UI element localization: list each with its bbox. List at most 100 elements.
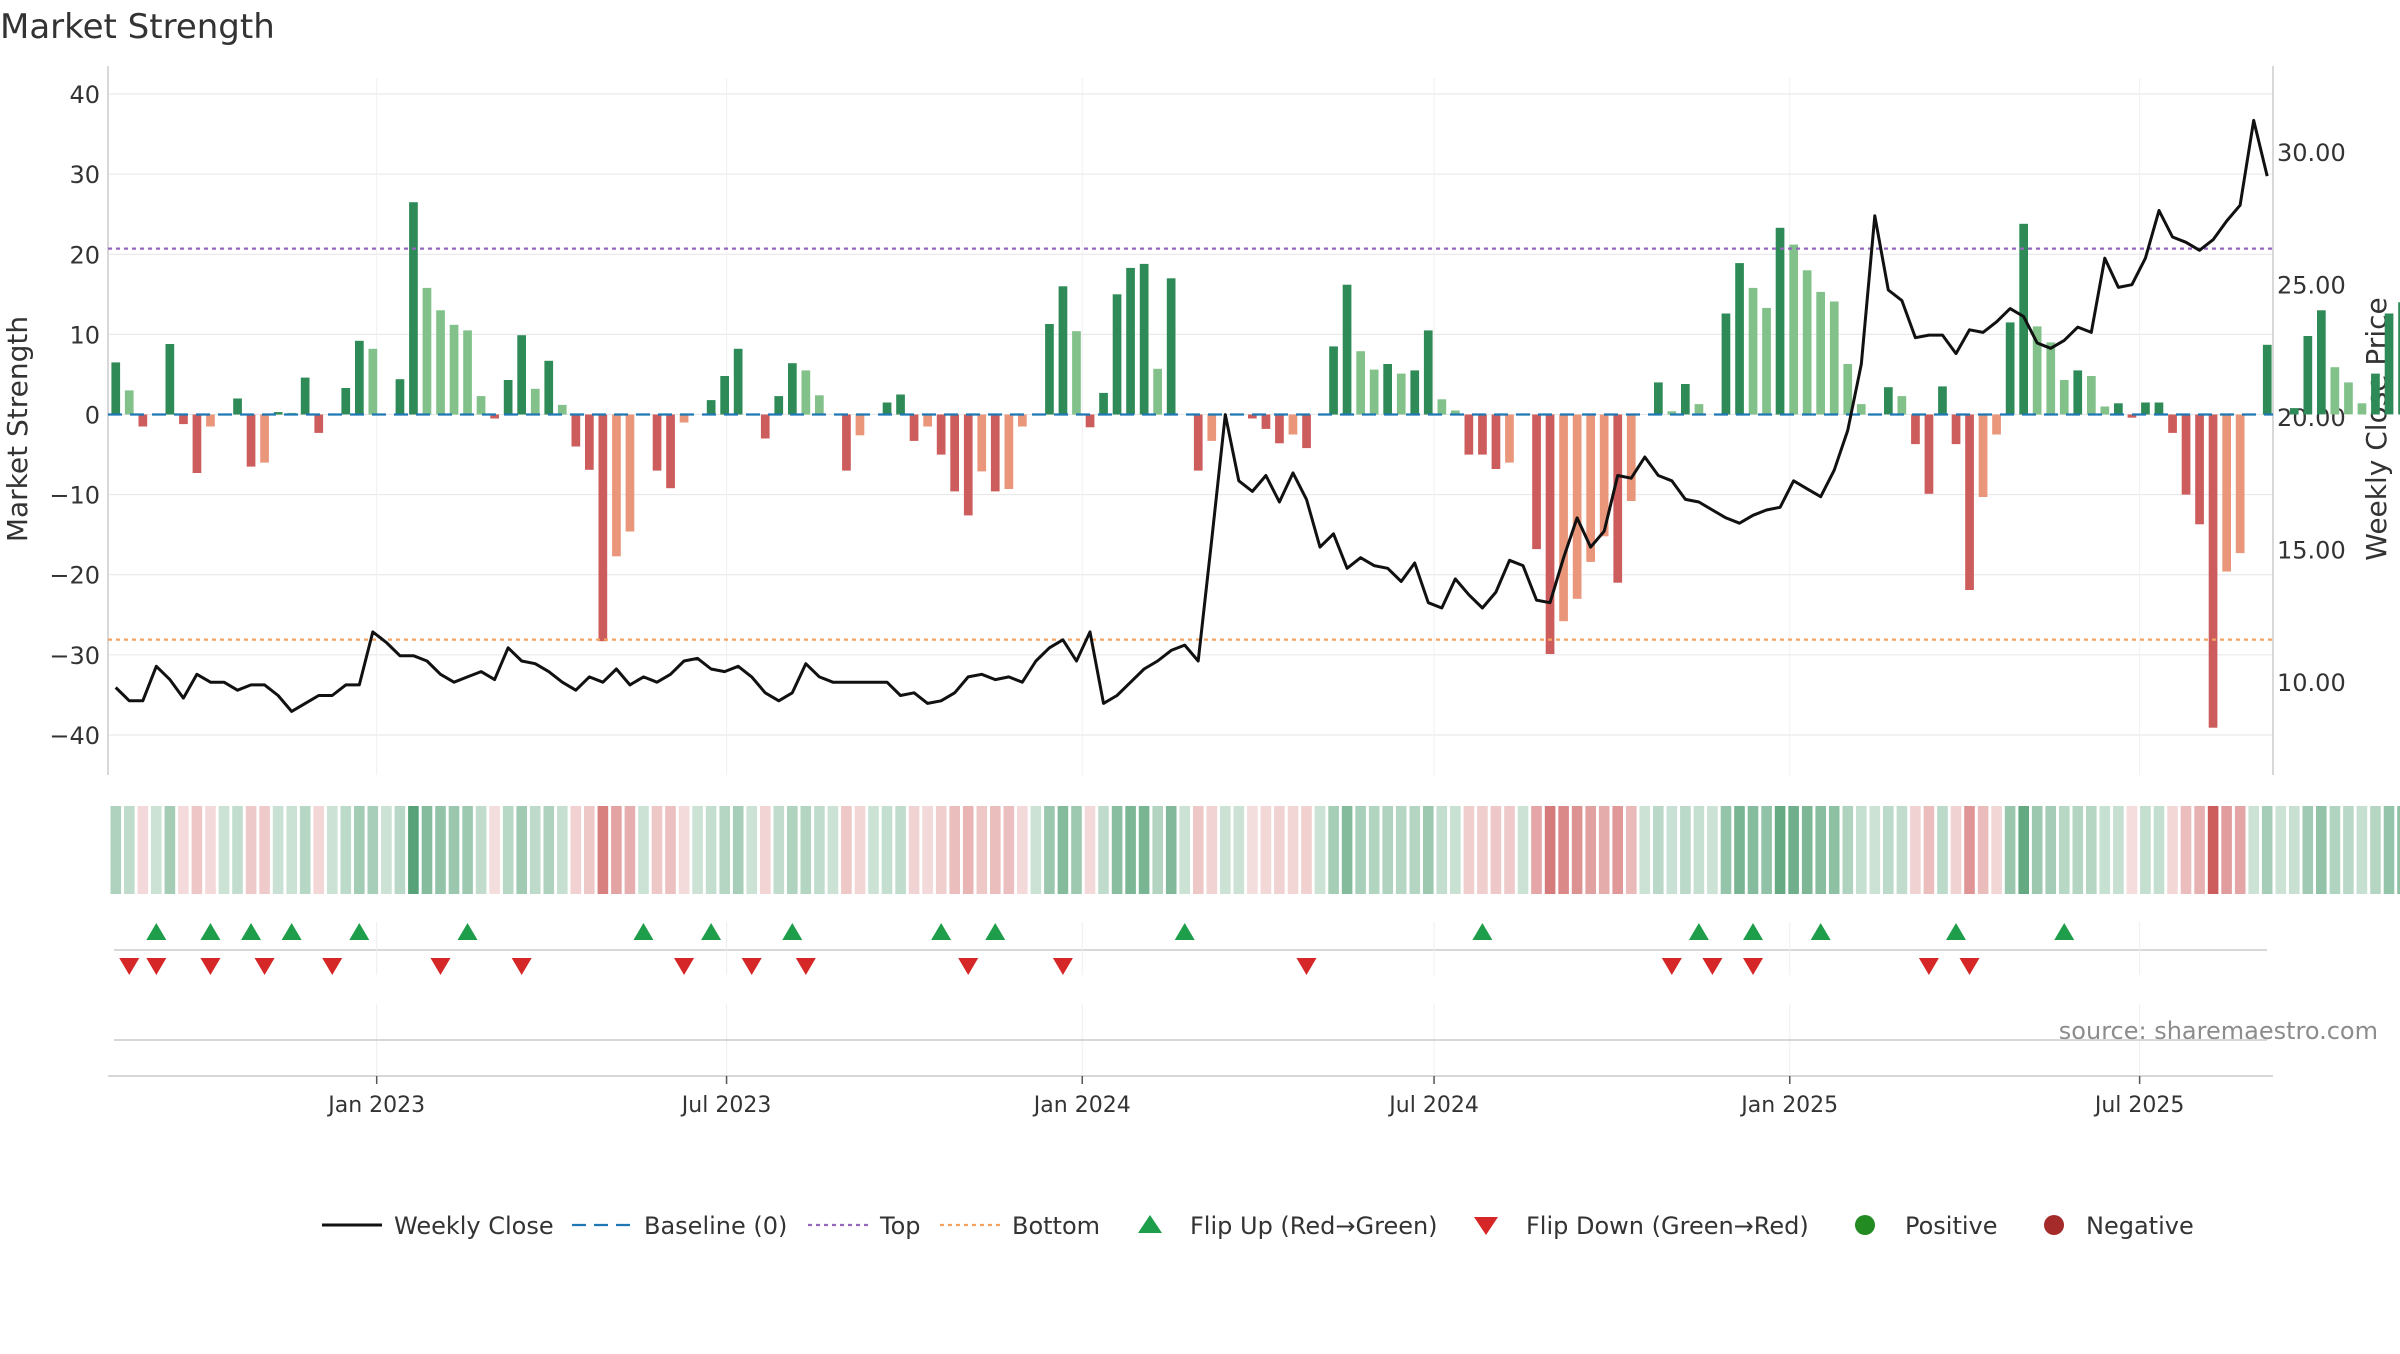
strength-bar [2263,345,2272,415]
heat-strip-cell [2208,806,2219,894]
strength-bar [1532,415,1541,550]
strength-bar [1329,346,1338,414]
legend-item-positive: Positive [1855,1212,1998,1240]
heat-strip-cell [1910,806,1921,894]
heat-strip-cell [1071,806,1082,894]
y-tick-label: 0 [85,401,100,429]
heat-strip-cell [652,806,663,894]
strength-bar [1167,278,1176,414]
flip-down-marker [430,958,450,975]
strength-bar [179,415,188,425]
strength-bar [734,349,743,415]
heat-strip-cell [706,806,717,894]
heat-strip-cell [1558,806,1569,894]
strength-bar [774,396,783,414]
strength-bar [761,415,770,439]
heat-strip-cell [882,806,893,894]
strength-bar [937,415,946,455]
heat-strip-cell [1044,806,1055,894]
strength-bar [2222,415,2231,572]
heat-strip-cell [611,806,622,894]
strength-bar [531,389,540,415]
heat-strip-cell [1004,806,1015,894]
heat-strip-cell [2127,806,2138,894]
strength-bar [666,415,675,489]
strength-bar [139,415,148,427]
flip-down-marker [255,958,275,975]
heat-strip-cell [1207,806,1218,894]
strength-bar [2101,407,2110,415]
heat-strip-cell [1843,806,1854,894]
flip-down-marker [796,958,816,975]
strength-bar [2046,342,2055,414]
heat-strip-cell [2140,806,2151,894]
heat-strip-cell [2221,806,2232,894]
strength-bar [2168,415,2177,433]
strength-bar [1397,374,1406,415]
flip-up-marker [782,923,802,940]
heat-strip-cell [2154,806,2165,894]
heat-strip-cell [963,806,974,894]
strength-bar [2304,336,2313,415]
heat-strip-cell [205,806,216,894]
strength-bar [910,415,919,441]
heat-strip-cell [1112,806,1123,894]
heat-strip-cell [341,806,352,894]
heat-strip-cell [2357,806,2368,894]
strength-bar [2006,322,2015,414]
heat-strip-cell [571,806,582,894]
strength-bar [1762,308,1771,415]
heat-strip-cell [1504,806,1515,894]
y-tick-label: 10 [69,321,100,349]
heat-strip-cell [1477,806,1488,894]
y-tick-label: 30 [69,161,100,189]
strength-bar [1816,292,1825,415]
flip-up-marker [1811,923,1831,940]
heat-strip-cell [584,806,595,894]
strength-bar [314,415,323,433]
heat-strip-cell [2316,806,2327,894]
strength-bar [1045,324,1054,415]
strength-bar [1072,331,1081,414]
heat-strip-cell [1058,806,1069,894]
heat-strip-cell [1964,806,1975,894]
strength-bar [2182,415,2191,495]
heat-strip-cell [2073,806,2084,894]
strength-bar [856,415,865,436]
strength-bar [1113,294,1122,414]
strength-bar [1830,302,1839,415]
heat-strip-cell [977,806,988,894]
heat-strip-cell [300,806,311,894]
heat-strip-cell [1667,806,1678,894]
strength-bar [585,415,594,470]
flip-up-marker [985,923,1005,940]
heat-strip-cell [422,806,433,894]
heat-strip-cell [111,806,122,894]
strength-bar [2060,380,2069,414]
strength-bar [1979,415,1988,498]
strength-bar [2141,403,2150,415]
legend-label: Bottom [1012,1212,1100,1240]
flip-up-marker [931,923,951,940]
heat-strip-cell [1612,806,1623,894]
heat-strip-cell [692,806,703,894]
strength-bar [1749,288,1758,415]
heat-strip-cell [2086,806,2097,894]
strength-bar [2290,408,2299,414]
flip-down-marker [1919,958,1939,975]
heat-strip-cell [1166,806,1177,894]
heat-strip-cell [936,806,947,894]
heat-strip-cell [313,806,324,894]
legend-positive-dot [1855,1215,1875,1235]
legend-label: Flip Down (Green→Red) [1526,1212,1809,1240]
flip-up-marker [633,923,653,940]
flip-down-marker [1053,958,1073,975]
strength-bar [1654,382,1663,414]
strength-bar [260,415,269,463]
heat-strip-cell [1870,806,1881,894]
heat-strip-cell [395,806,406,894]
strength-bar [1370,370,1379,415]
strength-bar [206,415,215,427]
x-tick-label: Jan 2023 [326,1093,425,1118]
